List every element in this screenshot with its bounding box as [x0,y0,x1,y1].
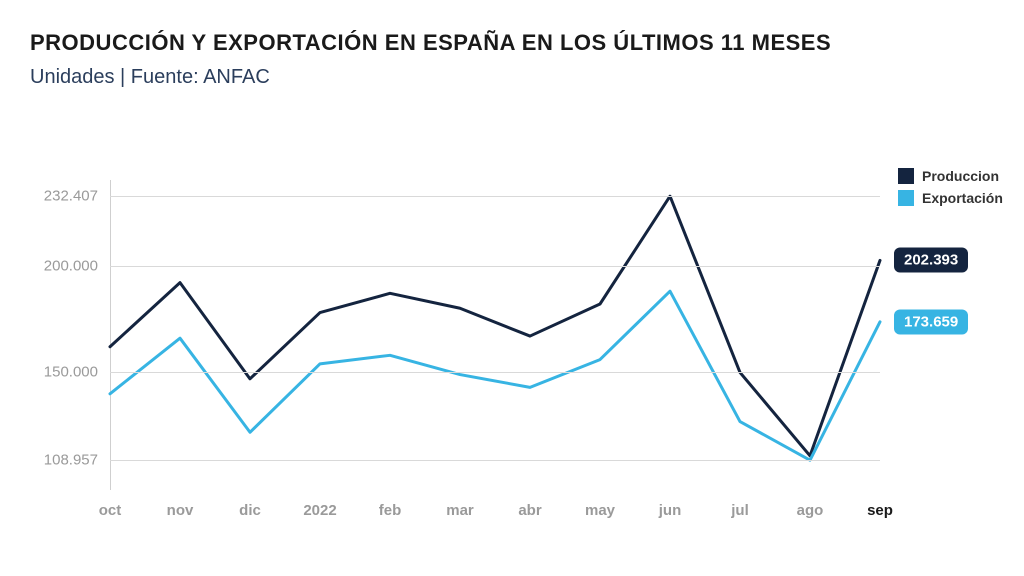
x-axis-label: may [585,502,615,519]
x-axis-label: mar [446,502,474,519]
chart-title: PRODUCCIÓN Y EXPORTACIÓN EN ESPAÑA EN LO… [30,30,994,56]
gridline [110,266,880,267]
series-line [110,196,880,456]
legend-swatch [898,190,914,206]
x-axis-label: dic [239,502,261,519]
y-axis-label: 150.000 [44,364,98,381]
legend: Produccion Exportación [898,168,1003,212]
x-axis-label: jun [659,502,682,519]
legend-swatch [898,168,914,184]
y-axis-label: 108.957 [44,452,98,469]
series-line [110,291,880,460]
y-axis-label: 200.000 [44,257,98,274]
value-callout: 202.393 [894,248,968,273]
legend-item: Produccion [898,168,1003,184]
y-axis-label: 232.407 [44,188,98,205]
gridline [110,196,880,197]
x-axis-label: oct [99,502,122,519]
x-axis-label: jul [731,502,749,519]
x-axis-label: ago [797,502,824,519]
legend-label: Produccion [922,168,999,184]
chart-subtitle: Unidades | Fuente: ANFAC [30,66,994,89]
chart-plot-area: 108.957150.000200.000232.407octnovdic202… [110,180,880,490]
legend-item: Exportación [898,190,1003,206]
x-axis-label: feb [379,502,402,519]
x-axis-label: abr [518,502,541,519]
x-axis-label: 2022 [303,502,336,519]
legend-label: Exportación [922,190,1003,206]
value-callout: 173.659 [894,309,968,334]
gridline [110,460,880,461]
x-axis-label: nov [167,502,194,519]
gridline [110,372,880,373]
x-axis-label: sep [867,502,893,519]
chart-svg [110,180,880,490]
